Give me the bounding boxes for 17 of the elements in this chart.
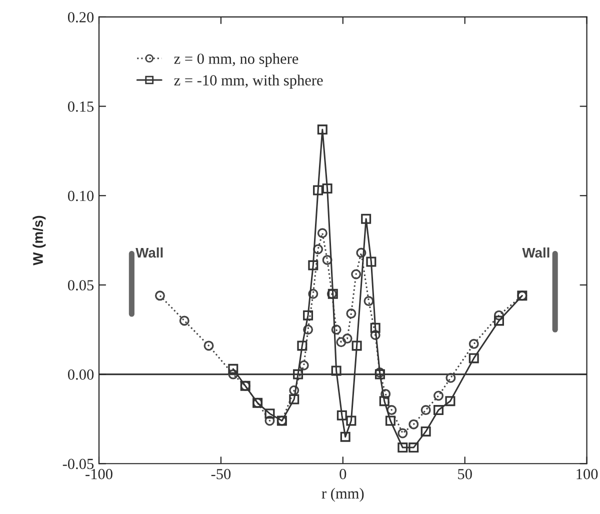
x-tick-label: 0 xyxy=(340,468,346,480)
legend-label: z = 0 mm, no sphere xyxy=(174,53,298,67)
y-tick-label: -0.05 xyxy=(62,458,94,470)
y-tick-label: 0.20 xyxy=(68,12,94,22)
legend-label: z = -10 mm, with sphere xyxy=(174,74,323,89)
annotation: Wall xyxy=(136,247,163,258)
y-tick-label: 0.15 xyxy=(68,101,94,112)
annotation: Wall xyxy=(522,247,550,258)
x-tick-label: -100 xyxy=(86,468,112,480)
y-tick-label: 0.00 xyxy=(68,369,94,380)
x-tick-label: 50 xyxy=(458,468,472,480)
x-axis-title: r (mm) xyxy=(322,488,364,502)
x-tick-label: 100 xyxy=(576,468,598,480)
y-axis-title: W (m/s) xyxy=(32,216,46,266)
y-tick-label: 0.10 xyxy=(68,190,94,202)
y-tick-label: 0.05 xyxy=(68,280,94,290)
x-tick-label: -50 xyxy=(211,468,231,480)
